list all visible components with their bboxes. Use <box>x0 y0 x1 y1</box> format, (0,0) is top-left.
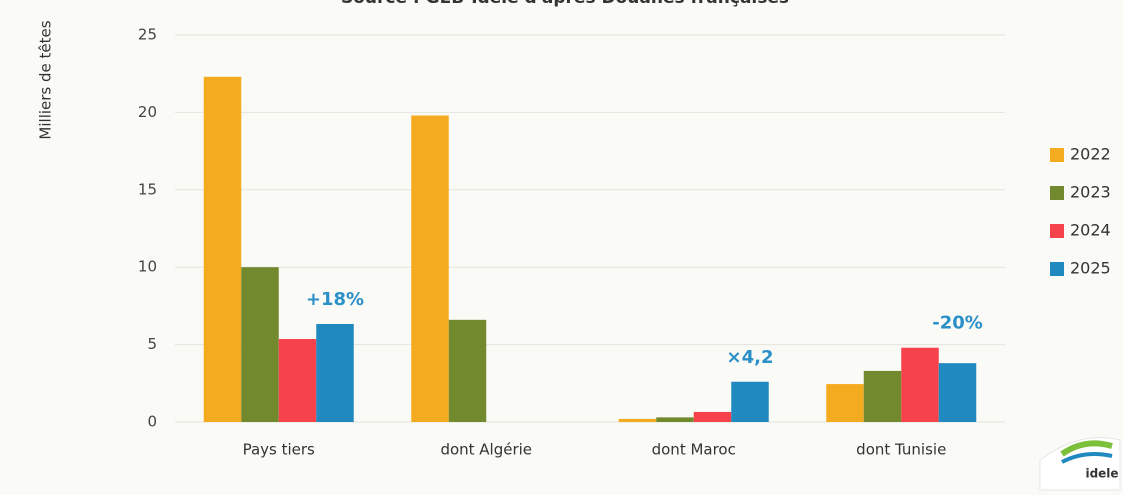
legend-swatch <box>1050 262 1064 276</box>
bar <box>693 411 732 422</box>
legend-swatch <box>1050 148 1064 162</box>
y-axis-label: Milliers de têtes <box>37 20 55 139</box>
bar <box>656 417 694 422</box>
bar <box>203 76 242 423</box>
y-tick-label: 5 <box>147 335 157 353</box>
chart-subtitle: Source : GEB-Idele d'après Douanes franç… <box>341 0 789 8</box>
bar <box>731 381 769 422</box>
x-tick-label: Pays tiers <box>243 441 315 459</box>
legend-swatch <box>1050 186 1064 200</box>
bar <box>411 115 449 422</box>
legend-label: 2025 <box>1070 259 1111 278</box>
x-tick-label: dont Tunisie <box>856 441 946 459</box>
annotation: ×4,2 <box>727 347 774 368</box>
legend-label: 2023 <box>1070 183 1111 202</box>
annotation: -20% <box>932 313 983 334</box>
bar <box>938 363 977 422</box>
annotation: +18% <box>306 289 364 310</box>
bar <box>901 347 939 422</box>
bar <box>618 418 657 422</box>
x-tick-label: dont Algérie <box>440 441 532 459</box>
bar <box>863 370 902 422</box>
y-tick-label: 25 <box>138 26 157 44</box>
y-tick-label: 0 <box>147 413 157 431</box>
bar <box>826 384 864 422</box>
legend-swatch <box>1050 224 1064 238</box>
bar <box>278 339 317 422</box>
x-tick-label: dont Maroc <box>652 441 736 459</box>
logo: idele <box>1039 437 1121 491</box>
svg-text:idele: idele <box>1085 467 1118 481</box>
bar <box>241 267 279 422</box>
bar <box>448 319 487 422</box>
y-tick-label: 15 <box>138 180 157 198</box>
y-tick-label: 20 <box>138 103 157 121</box>
bar <box>316 324 354 422</box>
legend-label: 2022 <box>1070 145 1111 164</box>
y-tick-label: 10 <box>138 258 157 276</box>
legend-label: 2024 <box>1070 221 1111 240</box>
